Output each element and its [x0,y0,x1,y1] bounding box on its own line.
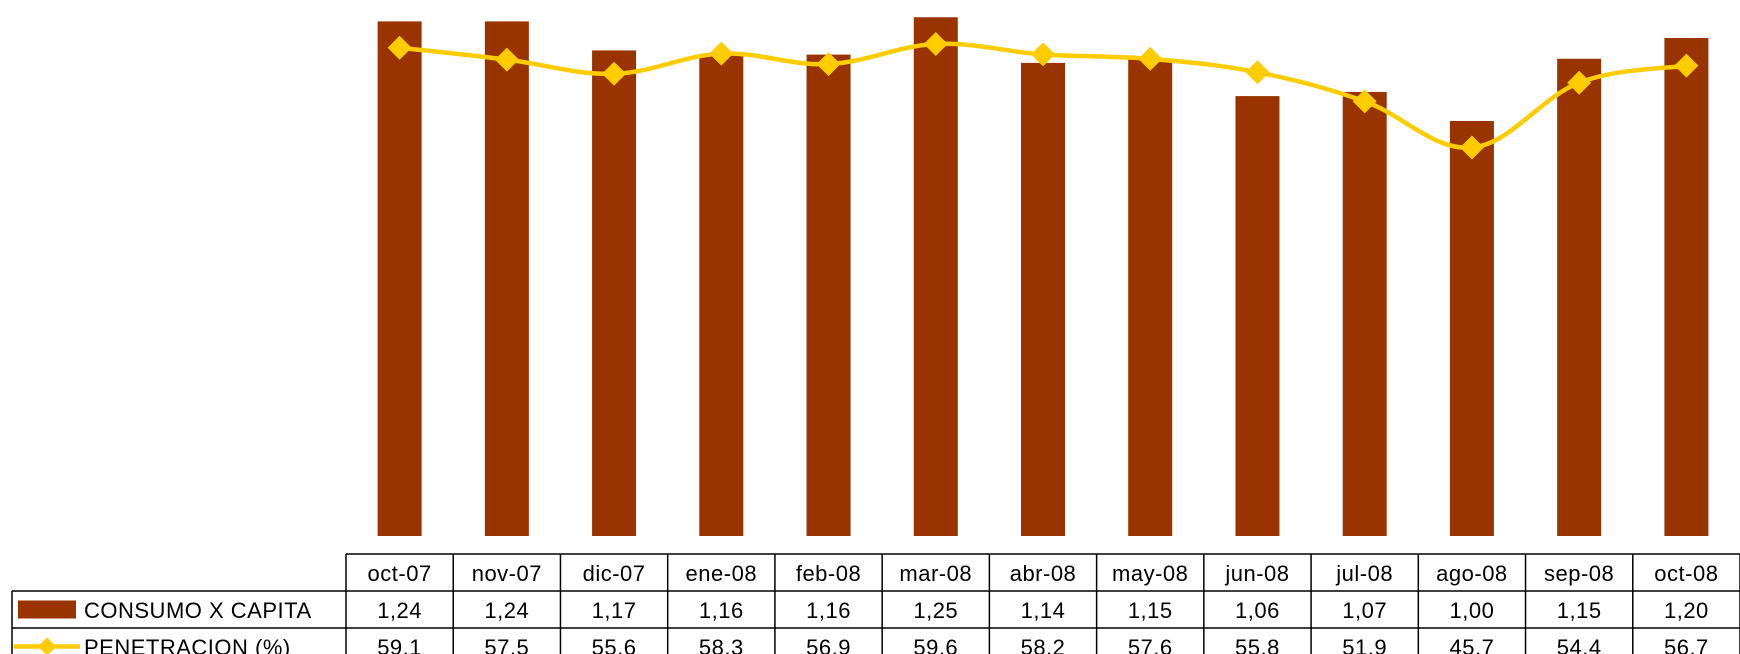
tick-label-jul-08: jul-08 [1335,561,1393,586]
consumo-value-oct-08: 1,20 [1664,598,1709,623]
bar-abr-08 [1021,62,1065,537]
bar-jun-08 [1235,96,1280,536]
consumo-value-oct-07: 1,24 [377,598,422,623]
penetracion-value-jun-08: 55,8 [1235,635,1280,654]
bar-ene-08 [699,54,744,536]
bar-feb-08 [806,54,851,536]
point-sep-08 [1567,70,1592,95]
point-oct-08 [1674,53,1699,78]
penetracion-value-dic-07: 55,6 [592,635,637,654]
bar-sep-08 [1557,58,1602,536]
point-ene-08 [709,41,734,66]
tick-label-ago-08: ago-08 [1436,561,1508,586]
bar-mar-08 [913,17,958,536]
bar-may-08 [1128,58,1173,536]
bar-oct-08 [1664,38,1709,536]
penetracion-value-feb-08: 56,9 [806,635,851,654]
consumo-value-jun-08: 1,06 [1235,598,1280,623]
consumo-value-feb-08: 1,16 [806,598,851,623]
legend-key-marker [38,637,56,654]
point-oct-07 [387,35,412,60]
tick-label-may-08: may-08 [1112,561,1188,586]
plot-area [377,17,1709,537]
bar-ago-08 [1449,121,1494,536]
consumo-value-abr-08: 1,14 [1021,598,1066,623]
penetracion-value-nov-07: 57,5 [484,635,529,654]
penetracion-value-mar-08: 59,6 [913,635,958,654]
tick-label-mar-08: mar-08 [899,561,972,586]
consumo-value-dic-07: 1,17 [592,598,637,623]
penetracion-value-may-08: 57,6 [1128,635,1173,654]
tick-label-nov-07: nov-07 [472,561,542,586]
penetracion-value-abr-08: 58,2 [1021,635,1066,654]
point-ago-08 [1459,135,1484,160]
penetracion-value-ago-08: 45,7 [1450,635,1495,654]
tick-label-oct-07: oct-07 [368,561,432,586]
point-dic-07 [602,61,627,86]
data-table: oct-07 nov-07 dic-07 ene-08 feb-08 mar-08 abr-… [11,553,1740,654]
tick-label-sep-08: sep-08 [1544,561,1614,586]
point-abr-08 [1031,42,1055,67]
legend-key-consumo [18,600,76,619]
point-feb-08 [816,52,841,77]
consumo-value-jul-08: 1,07 [1342,598,1387,623]
tick-label-oct-08: oct-08 [1654,561,1718,586]
bar-nov-07 [484,21,529,536]
consumo-value-ago-08: 1,00 [1450,598,1495,623]
tick-label-dic-07: dic-07 [583,561,646,586]
tick-label-ene-08: ene-08 [686,561,758,586]
consumo-value-sep-08: 1,15 [1557,598,1602,623]
point-jun-08 [1245,60,1270,85]
series-label: PENETRACION (%) [84,635,291,654]
penetracion-value-ene-08: 58,3 [699,635,744,654]
penetracion-value-jul-08: 51,9 [1342,635,1387,654]
penetracion-value-sep-08: 54,4 [1557,635,1602,654]
bar-dic-07 [592,50,637,536]
bar-oct-07 [377,21,422,536]
point-mar-08 [923,32,948,56]
point-jul-08 [1352,89,1377,114]
point-may-08 [1138,46,1163,71]
consumo-value-ene-08: 1,16 [699,598,744,623]
tick-label-jun-08: jun-08 [1224,561,1289,586]
bar-jul-08 [1342,91,1387,536]
tick-label-feb-08: feb-08 [796,561,861,586]
point-nov-07 [494,47,519,72]
consumo-value-may-08: 1,15 [1128,598,1173,623]
series-label: CONSUMO X CAPITA [84,598,312,623]
tick-label-abr-08: abr-08 [1010,561,1077,586]
penetracion-value-oct-07: 59,1 [377,635,422,654]
consumo-value-nov-07: 1,24 [484,598,529,623]
penetracion-value-oct-08: 56,7 [1664,635,1709,654]
consumo-value-mar-08: 1,25 [913,598,958,623]
